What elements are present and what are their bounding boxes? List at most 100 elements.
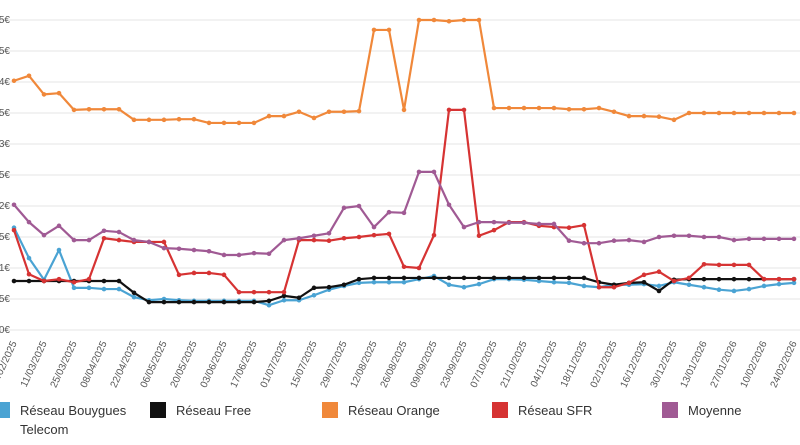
data-point [161,239,167,245]
data-point [161,117,167,123]
data-point [536,105,542,111]
legend: Réseau Bouygues Telecom Réseau Free Réseau… [0,402,800,445]
data-point [401,275,407,281]
data-point [611,238,617,244]
data-point [791,276,797,282]
legend-label: Réseau Orange [348,403,440,418]
data-point [191,270,197,276]
x-tick-label: 21/10/2025 [499,339,530,389]
data-point [281,113,287,119]
data-point [656,288,662,294]
chart: 0€ 0,5€ 1€ 1,5€ 2€ 2,5€ 3€ 3,5€ 4€ 4,5€ 5€ 25/02/20… [0,15,800,390]
data-point [386,209,392,215]
x-tick-label: 06/05/2025 [139,339,170,389]
data-point [641,239,647,245]
data-point [566,225,572,230]
data-point [611,284,617,290]
data-point [776,281,782,287]
data-point [476,275,482,281]
legend-swatch [492,402,508,418]
data-point [206,248,212,254]
data-point [56,90,62,96]
data-point [326,238,332,244]
data-point [461,275,467,281]
data-point [41,232,47,238]
data-point [311,115,317,121]
legend-item: Moyenne [662,402,800,420]
data-point [716,262,722,268]
data-point [656,234,662,240]
data-point [26,255,32,261]
data-point [506,105,512,111]
data-point [41,278,47,284]
y-tick-label: 4€ [0,77,10,88]
data-point [446,282,452,288]
data-point [236,299,242,305]
data-point [341,205,347,211]
data-point [656,114,662,120]
data-point [311,292,317,298]
data-point [701,276,707,282]
data-point [506,220,512,226]
x-tick-label: 25/03/2025 [49,339,80,389]
data-point [311,285,317,291]
x-tick-label: 23/09/2025 [439,339,470,389]
x-tick-label: 26/08/2025 [379,339,410,389]
data-point [461,284,467,290]
data-point [476,233,482,239]
data-point [131,290,137,296]
data-point [461,17,467,23]
data-point [251,250,257,256]
data-point [176,299,182,305]
data-point [371,279,377,285]
x-tick-label: 11/03/2025 [19,339,50,389]
data-point [746,236,752,242]
data-point [626,237,632,243]
data-point [26,271,32,277]
data-point [746,276,752,282]
x-tick-label: 18/11/2025 [559,339,590,389]
data-point [491,275,497,281]
data-point [551,105,557,111]
legend-label: Moyenne [688,403,742,418]
data-point [56,247,62,253]
data-point [371,224,377,230]
data-point [311,233,317,239]
y-tick-label: 0€ [0,325,10,336]
data-point [101,235,107,241]
data-point [431,232,437,238]
data-point [371,27,377,33]
data-point [671,278,677,284]
data-point [476,17,482,23]
y-tick-label: 3€ [0,139,10,150]
data-point [581,240,587,246]
data-point [776,276,782,282]
data-point [251,299,257,305]
data-point [731,110,737,116]
data-point [791,236,797,242]
data-point [341,235,347,241]
y-tick-label: 4,5€ [0,46,10,57]
y-tick-label: 2€ [0,201,10,212]
x-tick-label: 02/12/2025 [589,339,620,389]
data-point [626,113,632,119]
data-point [26,219,32,225]
data-point [491,105,497,111]
legend-item: Réseau Orange [322,402,468,420]
data-point [71,285,77,291]
data-point [71,107,77,113]
data-point [566,275,572,281]
data-point [761,276,767,282]
data-point [221,252,227,258]
legend-label: Réseau SFR [518,403,593,418]
data-point [446,275,452,281]
data-point [791,280,797,286]
data-point [251,289,257,295]
data-point [266,289,272,295]
x-tick-label: 27/01/2026 [709,339,740,389]
data-point [761,110,767,116]
data-point [716,234,722,240]
legend-swatch [662,402,678,418]
data-point [266,113,272,119]
data-point [401,107,407,113]
